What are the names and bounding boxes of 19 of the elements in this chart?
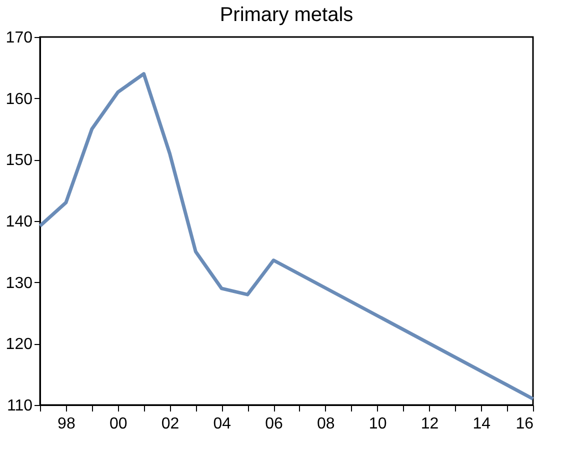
x-tick-label: 14	[472, 416, 491, 432]
y-tick-label: 160	[6, 90, 33, 108]
x-tick-label: 98	[58, 416, 76, 432]
y-tick-label: 130	[6, 274, 33, 292]
chart-title: Primary metals	[220, 4, 354, 26]
line-series	[38, 72, 535, 401]
y-tick-label: 170	[6, 30, 33, 46]
x-tick-label: 16	[516, 416, 534, 432]
y-tick-label: 140	[6, 214, 33, 230]
x-tick-label: 04	[213, 416, 232, 432]
x-tick-label: 08	[317, 416, 335, 432]
y-tick-label: 150	[6, 152, 33, 170]
x-tick-label: 10	[368, 416, 387, 432]
x-tick-label: 00	[109, 416, 128, 432]
y-tick-label: 120	[6, 336, 33, 354]
x-tick-label: 12	[420, 416, 439, 432]
x-tick-label: 06	[265, 416, 284, 432]
y-tick-label: 110	[6, 398, 33, 414]
x-tick-label: 02	[161, 416, 180, 432]
